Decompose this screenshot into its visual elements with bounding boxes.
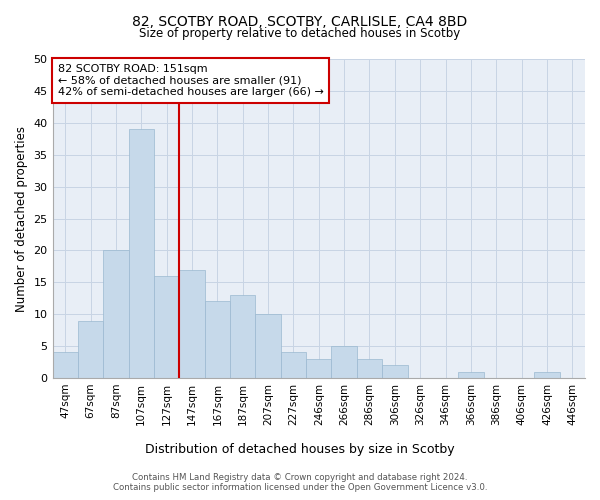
Bar xyxy=(103,250,128,378)
Text: Contains HM Land Registry data © Crown copyright and database right 2024.: Contains HM Land Registry data © Crown c… xyxy=(132,472,468,482)
Y-axis label: Number of detached properties: Number of detached properties xyxy=(15,126,28,312)
Bar xyxy=(458,372,484,378)
Bar xyxy=(179,270,205,378)
Bar xyxy=(534,372,560,378)
Bar xyxy=(128,129,154,378)
Text: Distribution of detached houses by size in Scotby: Distribution of detached houses by size … xyxy=(145,442,455,456)
Bar xyxy=(306,359,331,378)
Bar xyxy=(256,314,281,378)
Bar xyxy=(53,352,78,378)
Bar xyxy=(205,302,230,378)
Bar xyxy=(78,320,103,378)
Bar xyxy=(331,346,357,378)
Bar xyxy=(281,352,306,378)
Text: Contains public sector information licensed under the Open Government Licence v3: Contains public sector information licen… xyxy=(113,482,487,492)
Bar xyxy=(382,366,407,378)
Text: 82, SCOTBY ROAD, SCOTBY, CARLISLE, CA4 8BD: 82, SCOTBY ROAD, SCOTBY, CARLISLE, CA4 8… xyxy=(133,15,467,29)
Bar xyxy=(154,276,179,378)
Bar xyxy=(357,359,382,378)
Text: 82 SCOTBY ROAD: 151sqm
← 58% of detached houses are smaller (91)
42% of semi-det: 82 SCOTBY ROAD: 151sqm ← 58% of detached… xyxy=(58,64,324,97)
Bar xyxy=(230,295,256,378)
Text: Size of property relative to detached houses in Scotby: Size of property relative to detached ho… xyxy=(139,28,461,40)
